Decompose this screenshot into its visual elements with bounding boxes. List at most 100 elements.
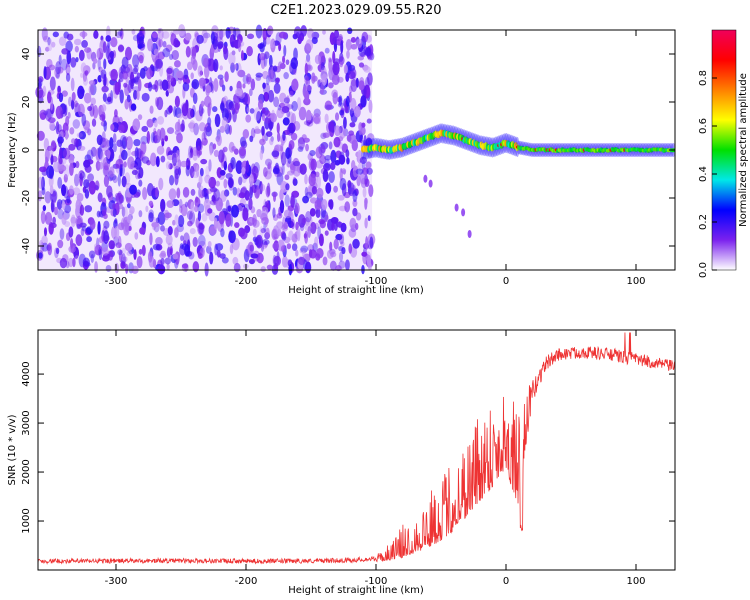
spectrogram-cell [234,27,241,38]
spectrogram-cell [349,97,357,112]
spectrogram-cell [125,195,132,204]
spectrogram-cell [66,66,71,74]
spectrogram-cell [190,188,196,196]
spectrogram-cell [290,218,295,230]
spectrogram-cell [304,261,312,274]
spectrogram-cell [123,206,128,221]
spectrogram-cell [282,130,286,141]
spectrogram-cell [244,190,250,201]
spectrogram-cell [223,189,230,197]
spectrogram-cell [334,159,341,166]
spectrogram-cell [212,106,218,113]
colorbar-tick-label: 0.0 [698,262,709,278]
spectrogram-cell [161,31,170,39]
spectrogram-cell [67,257,74,268]
spectrogram-cell [151,222,159,228]
spectrogram-cell [90,83,97,96]
spectrogram-cell [42,35,50,43]
spectrogram-cell [50,199,54,213]
spectrogram-cell [131,169,138,175]
spectrogram-cell [160,155,166,163]
spectrogram-cell [261,70,269,80]
spectrogram-cell [324,230,329,236]
spectrogram-cell [117,235,122,249]
spectrogram-cell [69,238,74,249]
spectrogram-cell [199,247,205,254]
spectrogram-cell [269,39,276,49]
spectrogram-cell [207,117,212,127]
spectrogram-cell [316,187,324,199]
spectrogram-cell [227,205,232,212]
spectrogram-cell [286,170,295,176]
spectrogram-cell [75,56,79,63]
spectrogram-cell [288,139,295,150]
spectrogram-x-ticks: -300 -200 -100 0 100 [105,30,646,287]
spectrogram-cell [246,33,255,40]
spectrogram-cell [47,91,52,104]
spectrogram-cell [70,214,76,228]
colorbar-tick-label: 0.2 [698,214,709,230]
spectrogram-cell [364,46,372,57]
spectrogram-cell [79,172,83,187]
spectrogram-cell [181,119,185,132]
spectrogram-cell [221,257,229,264]
spectrogram-cell [350,43,358,50]
spectrogram-cell [207,57,212,67]
spectrogram-cell [281,163,285,176]
spectrogram-cell [329,260,337,271]
spectrogram-cell [295,249,299,257]
spectrogram-cell [107,39,111,49]
spectrogram-cell [56,199,63,210]
spectrogram-cell [36,130,45,141]
spectrogram-cell [316,175,322,189]
spectrogram-cell [365,161,372,169]
spectrogram-cell [126,192,132,198]
spectrogram-cell [93,58,98,64]
spectrogram-cell [261,206,269,217]
spectrogram-cell [348,243,353,254]
spectrogram-cell [239,136,247,147]
spectrogram-cell [250,78,256,91]
spectrogram-cell [58,54,62,65]
spectrogram-cell [66,50,72,65]
spectrogram-cell [281,224,289,232]
spectrogram-cell [307,226,311,239]
spectrogram-cell [315,146,323,159]
spectrogram-cell [264,117,271,124]
spectrogram-cell [160,257,165,266]
spectrogram-cell [185,46,191,58]
spectrogram-cell [278,31,287,39]
spectrogram-cell [231,204,240,218]
spectrogram-cell [202,32,211,39]
spectrogram-cell [303,120,312,126]
spectrogram-cell [297,227,301,242]
spectrogram-cell [82,76,89,86]
spectrogram-cell [264,158,273,167]
spectrogram-cell [198,222,204,235]
spectrogram-cell [223,160,227,171]
spectrogram-cell [256,208,262,218]
spectrogram-cell [259,52,266,61]
spectrogram-cell [101,85,109,93]
spectrogram-cell [255,24,263,39]
spectrogram-cell [249,108,255,114]
spectrogram-cell [271,150,280,158]
spectrogram-cell [309,207,316,217]
spectrogram-cell [121,247,127,254]
spectrogram-cell [58,92,64,103]
spectrogram-cell [238,192,246,199]
spectrogram-cell [217,43,223,50]
spectrogram-cell [39,109,47,119]
spectrogram-cell [284,174,290,181]
spectrogram-cell [367,72,373,86]
spectrogram-cell [329,241,333,252]
spectrogram-cell [68,143,76,151]
colorbar-label: Normalized spectral amplitude [738,73,749,227]
spectrogram-cell [120,261,126,269]
spectrogram-cell [45,46,50,52]
spectrogram-cell [321,73,328,86]
spectrogram-cell [141,125,149,133]
spectrogram-cell [42,204,47,212]
spectrogram-cell [134,232,139,240]
spectrogram-cell [58,36,67,46]
